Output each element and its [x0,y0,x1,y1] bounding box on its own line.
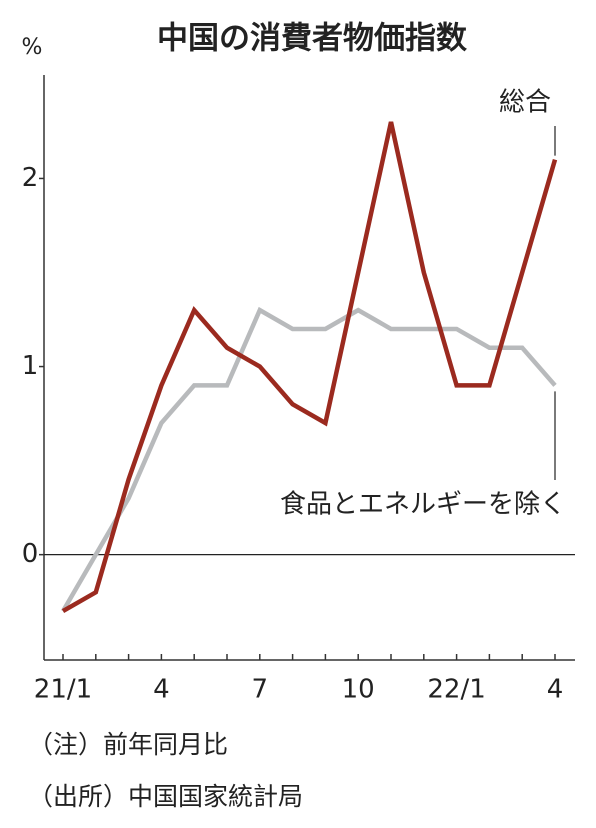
note: （注）前年同月比 [28,730,228,759]
chart-title: 中国の消費者物価指数 [157,21,467,57]
x-tick-label: 4 [547,675,564,705]
x-tick-label: 22/1 [427,675,485,705]
y-tick-label: 2 [22,163,39,193]
x-tick-label: 21/1 [34,675,92,705]
series-line [61,306,557,613]
x-tick-label: 10 [342,675,375,705]
y-tick-label: 1 [22,351,39,381]
series-label: 総合 [499,88,551,118]
y-tick-label: 0 [22,539,39,569]
series-label: 食品とエネルギーを除く [280,490,566,520]
y-unit: % [22,35,43,60]
x-tick-label: 7 [252,675,269,705]
x-tick-label: 4 [153,675,170,705]
series-line [61,121,558,614]
note: （出所）中国国家統計局 [28,782,303,811]
